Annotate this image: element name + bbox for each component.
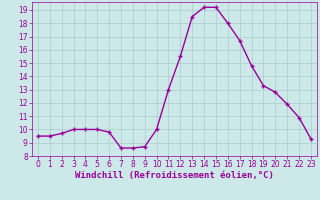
X-axis label: Windchill (Refroidissement éolien,°C): Windchill (Refroidissement éolien,°C) (75, 171, 274, 180)
